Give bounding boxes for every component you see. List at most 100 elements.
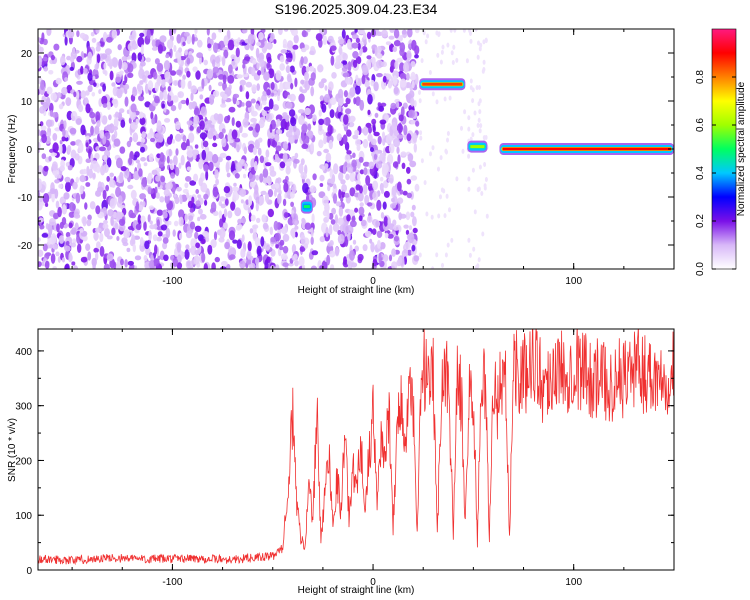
- spectrogram-speckle: [289, 93, 296, 102]
- spectrogram-speckle: [206, 68, 214, 80]
- spectrogram-speckle: [358, 206, 365, 215]
- spectrogram-speckle: [382, 163, 389, 174]
- spectrogram-speckle: [329, 250, 336, 258]
- spectrogram-speckle: [150, 137, 156, 143]
- spectrogram-speckle: [407, 153, 414, 162]
- spectrogram-speckle: [378, 252, 382, 264]
- spectrogram-speckle: [170, 70, 177, 76]
- spectrogram-speckle: [218, 210, 223, 219]
- spectrogram-speckle: [414, 54, 419, 59]
- spectrogram-speckle: [255, 257, 260, 265]
- spectrogram-speckle: [270, 92, 275, 97]
- spectrogram-speckle: [185, 176, 192, 182]
- spectrogram-speckle: [103, 164, 109, 173]
- spectrogram-speckle: [39, 106, 45, 114]
- spectrogram-speckle: [248, 195, 253, 207]
- spectrogram-speckle: [337, 217, 344, 225]
- spectrogram-speckle: [135, 201, 140, 212]
- spectrogram-speckle: [143, 254, 148, 262]
- spectrogram-speckle: [446, 242, 450, 248]
- spectrogram-speckle: [98, 89, 102, 95]
- spectrogram-speckle: [275, 264, 280, 269]
- spectrogram-speckle: [116, 88, 123, 99]
- spectrogram-speckle: [251, 110, 258, 117]
- spectrogram-speckle: [286, 57, 292, 62]
- spectrogram-speckle: [80, 124, 86, 136]
- spectrogram-speckle: [105, 184, 109, 192]
- spectrogram-speckle: [220, 91, 225, 98]
- spectrogram-speckle: [469, 78, 473, 84]
- spectrogram-speckle: [369, 190, 374, 201]
- spectrogram-speckle: [214, 256, 220, 263]
- spectrogram-speckle: [251, 84, 257, 93]
- spectrogram-speckle: [415, 120, 420, 127]
- spectrogram-speckle: [195, 70, 201, 80]
- spectrogram-speckle: [146, 175, 152, 185]
- spectrogram-speckle: [186, 145, 191, 151]
- spectrogram-speckle: [58, 235, 65, 244]
- spectrogram-speckle: [411, 80, 415, 89]
- spectrogram-speckle: [120, 166, 127, 172]
- spectrogram-speckle: [72, 181, 78, 190]
- spectrogram-speckle: [175, 133, 182, 142]
- spectrogram-speckle: [64, 245, 71, 252]
- spectrogram-speckle: [51, 161, 58, 171]
- spectrogram-speckle: [51, 191, 55, 203]
- spectrogram-speckle: [291, 244, 297, 254]
- spectrogram-speckle: [203, 164, 209, 172]
- spectrogram-speckle: [375, 160, 383, 169]
- spectrogram-speckle: [176, 69, 182, 76]
- spectrogram-speckle: [330, 55, 335, 66]
- spectrogram-speckle: [309, 185, 317, 194]
- spectrogram-speckle: [64, 263, 70, 269]
- spectrogram-speckle: [382, 75, 387, 83]
- spectrogram-speckle: [116, 157, 123, 169]
- spectrogram-speckle: [240, 199, 244, 204]
- spectrogram-speckle: [300, 234, 306, 245]
- spectrogram-speckle: [418, 98, 422, 104]
- spectrogram-speckle: [379, 242, 386, 250]
- spectrogram-speckle: [256, 245, 262, 257]
- spectrogram-speckle: [162, 211, 168, 219]
- spectrogram-speckle: [410, 61, 416, 68]
- spectrogram-speckle: [298, 115, 305, 125]
- spectrogram-speckle: [103, 263, 110, 269]
- spectrogram-speckle: [343, 256, 347, 265]
- spectrogram-speckle: [96, 186, 104, 193]
- spectrogram-speckle: [221, 128, 226, 134]
- spectrogram-speckle: [393, 86, 399, 95]
- spectrogram-speckle: [286, 73, 292, 83]
- spectrogram-speckle: [431, 91, 435, 97]
- spectrogram-speckle: [46, 126, 52, 138]
- spectrogram-speckle: [214, 169, 219, 180]
- spectrogram-speckle: [180, 99, 187, 105]
- spectrogram-speckle: [468, 252, 472, 258]
- spectrogram-speckle: [129, 136, 133, 143]
- spectrogram-speckle: [448, 95, 452, 101]
- spectrogram-speckle: [53, 43, 60, 51]
- spectrogram-speckle: [168, 220, 172, 226]
- spectrogram-speckle: [362, 161, 370, 167]
- spectrogram-speckle: [399, 62, 405, 72]
- spectrogram-speckle: [260, 190, 267, 195]
- spectrogram-speckle: [177, 92, 182, 98]
- spectrogram-speckle: [151, 169, 158, 176]
- spectrogram-speckle: [212, 153, 219, 164]
- spectrogram-speckle: [393, 29, 400, 39]
- spectrogram-speckle: [263, 71, 270, 81]
- spectrogram-speckle: [332, 193, 338, 204]
- spectrogram-speckle: [233, 182, 237, 187]
- spectrogram-speckle: [293, 124, 297, 133]
- spectrogram-speckle: [310, 45, 315, 52]
- spectrogram-speckle: [407, 232, 415, 244]
- spectrogram-speckle: [318, 109, 322, 117]
- spectrogram-speckle: [361, 74, 366, 85]
- spectrogram-speckle: [301, 143, 309, 149]
- spectrogram-speckle: [282, 262, 289, 268]
- spectrogram-speckle: [78, 104, 84, 113]
- spectrogram-speckle: [99, 129, 105, 139]
- spectrogram-speckle: [113, 138, 121, 147]
- spectrogram-speckle: [325, 152, 332, 163]
- spectrogram-speckle: [267, 138, 271, 148]
- spectrogram-speckle: [467, 186, 471, 192]
